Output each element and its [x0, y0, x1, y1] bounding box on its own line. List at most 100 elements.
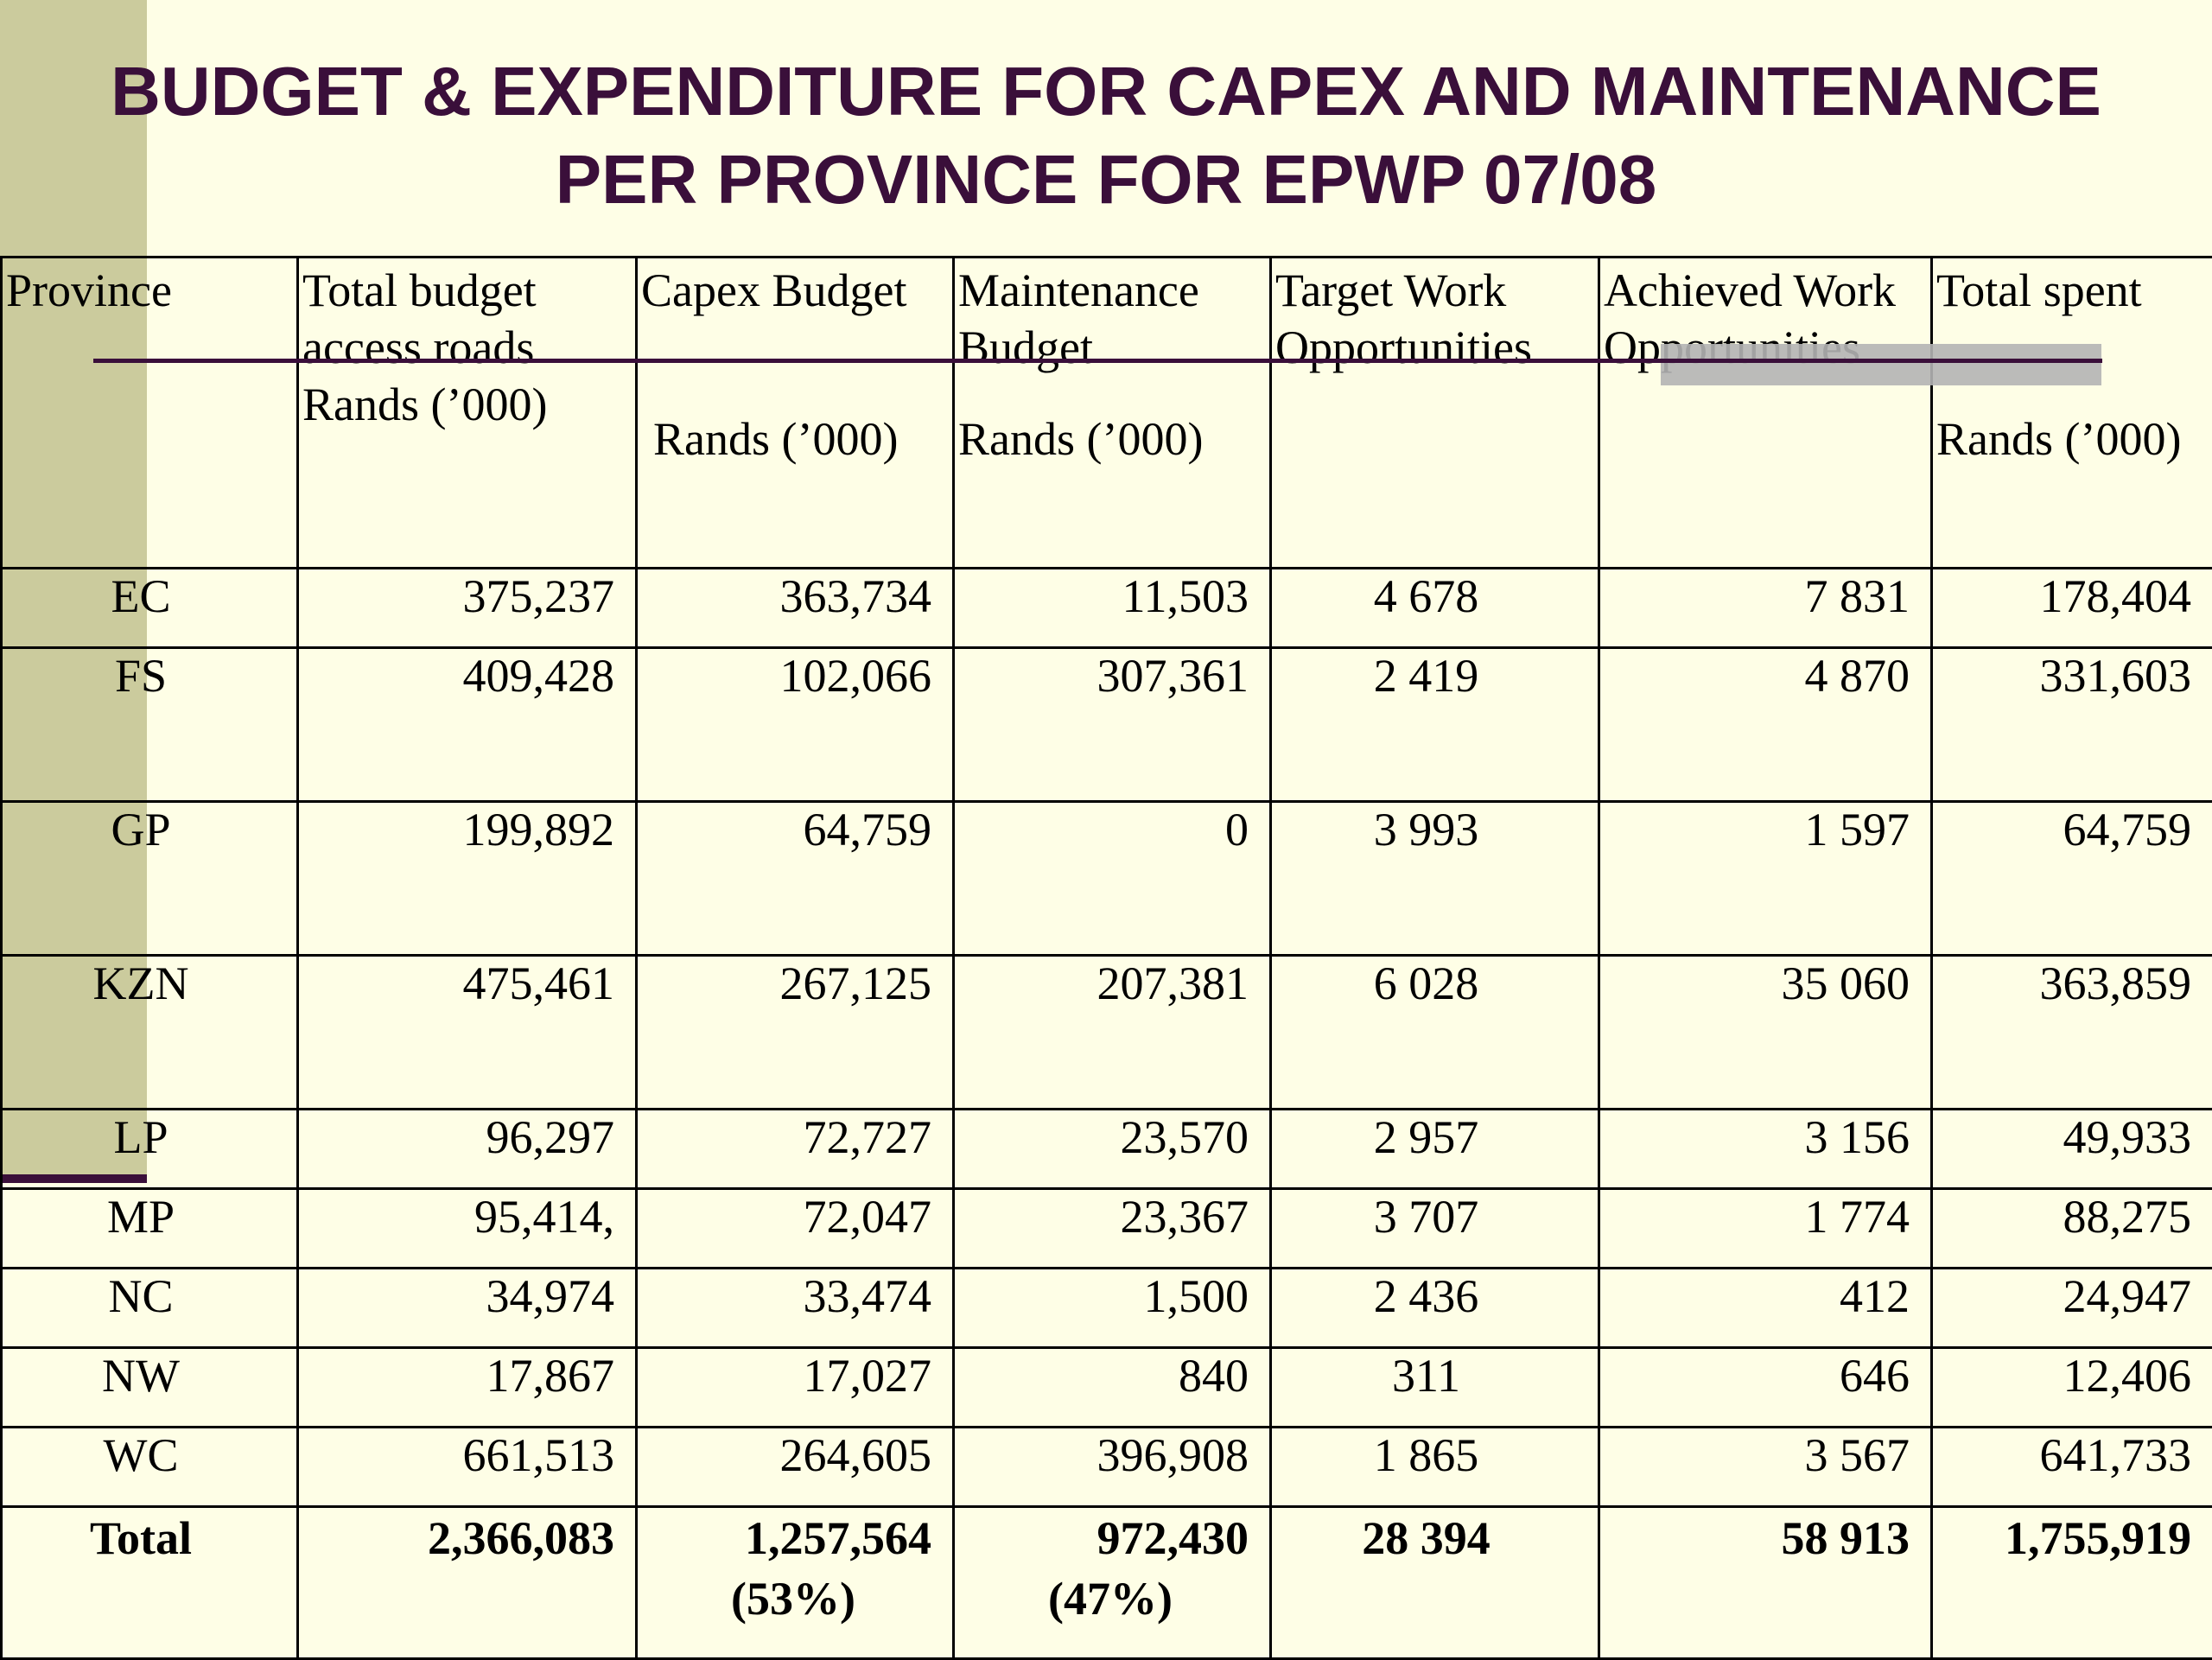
budget-table: Province Total budget access roads Rands…: [0, 256, 2212, 1660]
capex-cell: 17,027: [637, 1348, 954, 1428]
province-cell: GP: [2, 802, 298, 956]
achieved-sum: 58 913: [1599, 1507, 1932, 1659]
capex-cell: 72,727: [637, 1110, 954, 1189]
target-cell: 2 957: [1271, 1110, 1599, 1189]
header-row: Province Total budget access roads Rands…: [2, 258, 2212, 569]
maintenance-cell: 1,500: [954, 1269, 1271, 1348]
table-row: MP 95,414, 72,047 23,367 3 707 1 774 88,…: [2, 1189, 2212, 1269]
maintenance-cell: 840: [954, 1348, 1271, 1428]
table-row: EC 375,237 363,734 11,503 4 678 7 831 17…: [2, 569, 2212, 648]
maintenance-cell: 23,367: [954, 1189, 1271, 1269]
target-cell: 2 419: [1271, 648, 1599, 802]
header-spent-unit: Rands (’000): [1936, 319, 2209, 467]
province-cell: KZN: [2, 956, 298, 1110]
province-cell: LP: [2, 1110, 298, 1189]
slide-title-line-1: BUDGET & EXPENDITURE FOR CAPEX AND MAINT…: [111, 53, 2101, 130]
slide-title-line-2: PER PROVINCE FOR EPWP 07/08: [556, 141, 1656, 218]
header-maintenance-unit: Rands (’000): [958, 376, 1266, 467]
target-cell: 4 678: [1271, 569, 1599, 648]
total-budget-sum: 2,366,083: [298, 1507, 637, 1659]
table-row: LP 96,297 72,727 23,570 2 957 3 156 49,9…: [2, 1110, 2212, 1189]
target-sum: 28 394: [1271, 1507, 1599, 1659]
total-budget-cell: 475,461: [298, 956, 637, 1110]
province-cell: NC: [2, 1269, 298, 1348]
header-total-budget-unit: Rands (’000): [302, 376, 632, 433]
spent-cell: 178,404: [1932, 569, 2212, 648]
achieved-cell: 3 567: [1599, 1428, 1932, 1507]
total-budget-cell: 199,892: [298, 802, 637, 956]
decorative-header-line: [93, 359, 2102, 363]
achieved-cell: 1 597: [1599, 802, 1932, 956]
target-cell: 2 436: [1271, 1269, 1599, 1348]
achieved-cell: 7 831: [1599, 569, 1932, 648]
capex-sum: 1,257,564 (53%): [637, 1507, 954, 1659]
maintenance-sum: 972,430 (47%): [954, 1507, 1271, 1659]
maintenance-cell: 207,381: [954, 956, 1271, 1110]
header-total-budget: Total budget access roads Rands (’000): [298, 258, 637, 569]
capex-cell: 264,605: [637, 1428, 954, 1507]
province-cell: NW: [2, 1348, 298, 1428]
header-province: Province: [2, 258, 298, 569]
maintenance-cell: 396,908: [954, 1428, 1271, 1507]
table-row: WC 661,513 264,605 396,908 1 865 3 567 6…: [2, 1428, 2212, 1507]
table-row: NC 34,974 33,474 1,500 2 436 412 24,947: [2, 1269, 2212, 1348]
province-cell: WC: [2, 1428, 298, 1507]
maintenance-cell: 0: [954, 802, 1271, 956]
target-cell: 6 028: [1271, 956, 1599, 1110]
capex-cell: 33,474: [637, 1269, 954, 1348]
maintenance-percent: (47%): [1048, 1573, 1173, 1625]
spent-cell: 24,947: [1932, 1269, 2212, 1348]
target-cell: 311: [1271, 1348, 1599, 1428]
province-cell: EC: [2, 569, 298, 648]
spent-cell: 88,275: [1932, 1189, 2212, 1269]
achieved-cell: 646: [1599, 1348, 1932, 1428]
capex-cell: 363,734: [637, 569, 954, 648]
province-cell: FS: [2, 648, 298, 802]
target-cell: 3 707: [1271, 1189, 1599, 1269]
achieved-cell: 4 870: [1599, 648, 1932, 802]
capex-percent: (53%): [731, 1573, 855, 1625]
table-row: FS 409,428 102,066 307,361 2 419 4 870 3…: [2, 648, 2212, 802]
spent-cell: 331,603: [1932, 648, 2212, 802]
header-maintenance: Maintenance Budget Rands (’000): [954, 258, 1271, 569]
spent-cell: 363,859: [1932, 956, 2212, 1110]
decorative-grey-bar: [1661, 344, 2101, 385]
maintenance-cell: 307,361: [954, 648, 1271, 802]
slide-title: BUDGET & EXPENDITURE FOR CAPEX AND MAINT…: [0, 48, 2212, 224]
achieved-cell: 3 156: [1599, 1110, 1932, 1189]
total-budget-cell: 375,237: [298, 569, 637, 648]
capex-cell: 267,125: [637, 956, 954, 1110]
header-spent: Total spent Rands (’000): [1932, 258, 2212, 569]
header-target: Target Work Opportunities: [1271, 258, 1599, 569]
table-row: KZN 475,461 267,125 207,381 6 028 35 060…: [2, 956, 2212, 1110]
target-cell: 1 865: [1271, 1428, 1599, 1507]
target-cell: 3 993: [1271, 802, 1599, 956]
maintenance-cell: 11,503: [954, 569, 1271, 648]
spent-cell: 64,759: [1932, 802, 2212, 956]
province-cell: MP: [2, 1189, 298, 1269]
header-achieved: Achieved Work Opportunities: [1599, 258, 1932, 569]
achieved-cell: 35 060: [1599, 956, 1932, 1110]
spent-cell: 641,733: [1932, 1428, 2212, 1507]
capex-cell: 72,047: [637, 1189, 954, 1269]
total-budget-cell: 409,428: [298, 648, 637, 802]
header-capex: Capex Budget Rands (’000): [637, 258, 954, 569]
spent-cell: 49,933: [1932, 1110, 2212, 1189]
spent-cell: 12,406: [1932, 1348, 2212, 1428]
total-row: Total 2,366,083 1,257,564 (53%) 972,430 …: [2, 1507, 2212, 1659]
achieved-cell: 412: [1599, 1269, 1932, 1348]
achieved-cell: 1 774: [1599, 1189, 1932, 1269]
capex-cell: 102,066: [637, 648, 954, 802]
table-row: NW 17,867 17,027 840 311 646 12,406: [2, 1348, 2212, 1428]
total-budget-cell: 661,513: [298, 1428, 637, 1507]
total-budget-cell: 95,414,: [298, 1189, 637, 1269]
header-capex-unit: Rands (’000): [641, 319, 949, 467]
total-budget-cell: 34,974: [298, 1269, 637, 1348]
total-budget-cell: 96,297: [298, 1110, 637, 1189]
maintenance-cell: 23,570: [954, 1110, 1271, 1189]
table-row: GP 199,892 64,759 0 3 993 1 597 64,759: [2, 802, 2212, 956]
spent-sum: 1,755,919: [1932, 1507, 2212, 1659]
total-budget-cell: 17,867: [298, 1348, 637, 1428]
capex-cell: 64,759: [637, 802, 954, 956]
total-label: Total: [2, 1507, 298, 1659]
